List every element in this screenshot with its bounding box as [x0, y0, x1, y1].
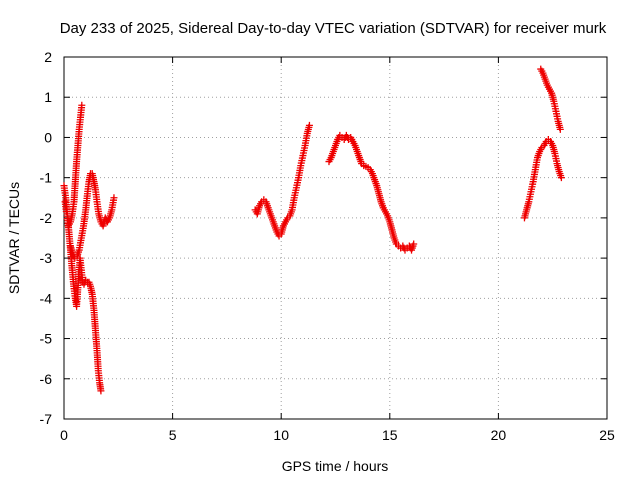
- data-point: [110, 194, 118, 202]
- x-tick-label: 0: [60, 427, 68, 443]
- y-tick-label: -1: [40, 170, 53, 186]
- y-tick-label: -4: [40, 290, 53, 306]
- data-point: [305, 121, 313, 129]
- grid-lines: [64, 57, 607, 419]
- y-tick-label: -5: [40, 331, 53, 347]
- data-point: [97, 387, 105, 395]
- x-tick-label: 15: [382, 427, 398, 443]
- data-point: [62, 207, 70, 215]
- y-tick-label: -6: [40, 371, 53, 387]
- x-axis-label: GPS time / hours: [282, 458, 389, 474]
- data-points: [60, 65, 565, 395]
- plot-frame: [63, 56, 608, 420]
- data-point: [556, 125, 564, 133]
- data-point: [410, 240, 418, 248]
- y-tick-label: -2: [40, 210, 53, 226]
- y-tick-label: 1: [44, 89, 52, 105]
- y-axis-label: SDTVAR / TECUs: [6, 182, 22, 294]
- x-tick-label: 5: [169, 427, 177, 443]
- x-tick-label: 20: [491, 427, 507, 443]
- data-point: [63, 215, 71, 223]
- x-tick-label: 10: [273, 427, 289, 443]
- y-tick-label: 2: [44, 49, 52, 65]
- data-point: [557, 174, 565, 182]
- y-tick-label: 0: [44, 129, 52, 145]
- y-tick-label: -3: [40, 250, 53, 266]
- y-tick-label: -7: [40, 411, 53, 427]
- data-point: [78, 101, 86, 109]
- chart-title: Day 233 of 2025, Sidereal Day-to-day VTE…: [60, 20, 607, 37]
- x-tick-label: 25: [599, 427, 615, 443]
